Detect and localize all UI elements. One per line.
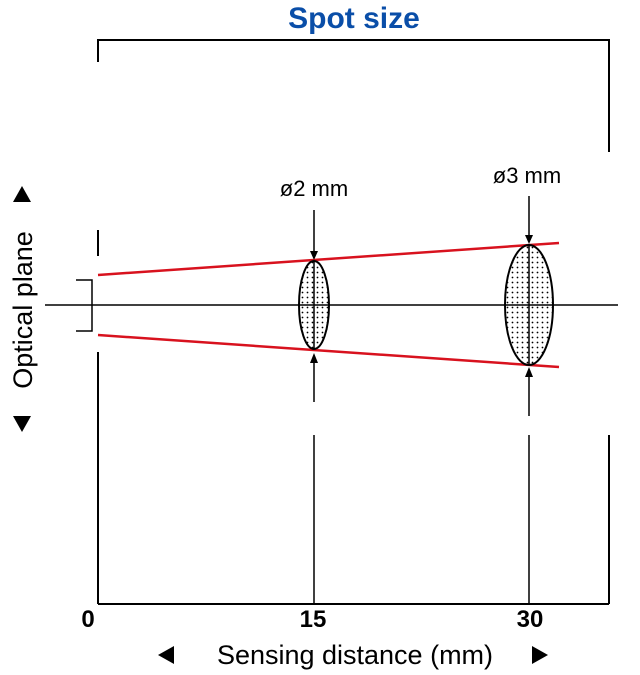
spot-30-arrow-top-head [525,235,533,244]
x-tick-label-15: 15 [300,606,327,633]
beam-lower-edge [97,333,560,369]
spot-15-label: ø2 mm [280,176,348,201]
x-axis-right-arrow-icon [532,646,548,664]
y-axis-top-arrow-icon [13,186,31,202]
x-tick-label-30: 30 [517,606,544,633]
top-bracket [97,39,610,152]
y-axis-label: Optical plane [8,231,38,389]
x-tick-label-0: 0 [81,606,94,633]
spot-15-arrow-bottom-head [310,353,318,363]
y-axis-bottom-arrow-icon [13,416,31,432]
x-axis-left-arrow-icon [158,646,174,664]
spot-15-arrow-top-head [310,251,318,260]
beam-upper-edge [97,241,560,277]
diagram-title: Spot size [288,2,420,35]
x-axis-label: Sensing distance (mm) [217,640,493,670]
emitter-bracket [76,279,93,332]
spot-30-arrow-bottom-head [525,367,533,377]
spot-30-label: ø3 mm [493,163,561,188]
